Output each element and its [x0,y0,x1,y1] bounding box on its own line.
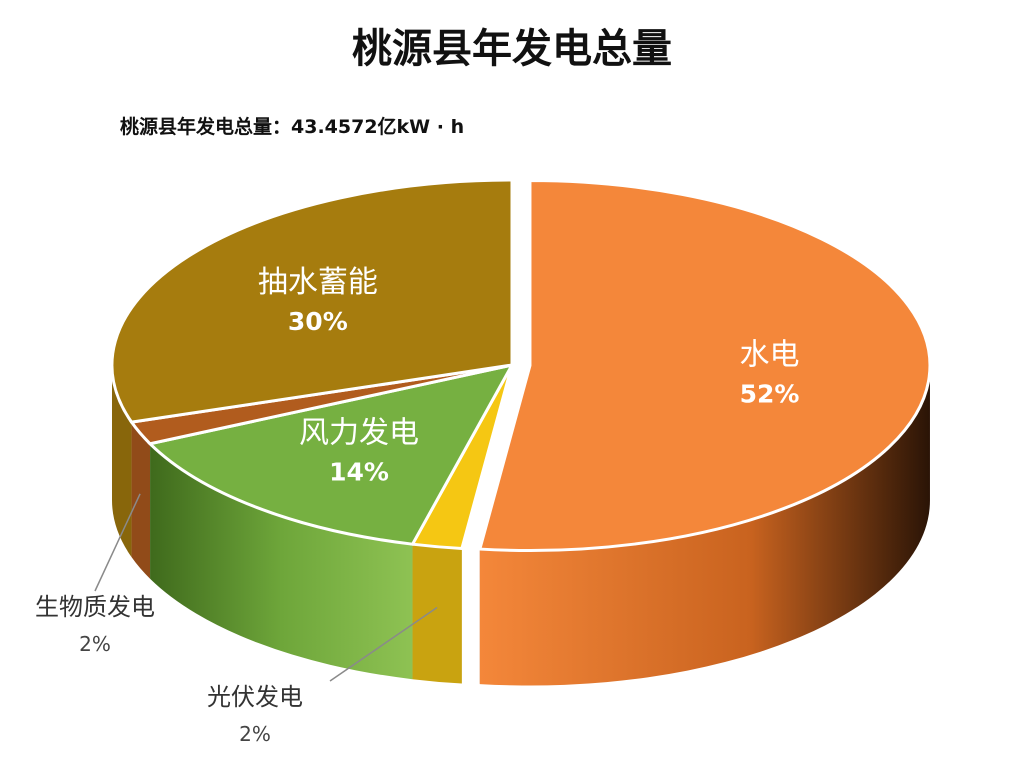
slice-label-3: 生物质发电 [35,593,155,621]
slice-value-3: 2% [79,632,111,656]
slice-side-0-0 [479,365,930,686]
slice-side-2-0 [150,443,413,680]
slice-label-0: 水电 [739,337,799,372]
slice-label-4: 抽水蓄能 [258,265,378,300]
slice-side-3-0 [131,422,151,579]
chart-subtitle: 桃源县年发电总量：43.4572亿kW · h [120,115,464,138]
slice-value-0: 52% [740,379,800,408]
slice-side-1-0 [412,544,462,684]
leader-line-1 [329,606,438,682]
slice-side-4-0 [112,365,132,558]
pie-slice-0 [477,179,932,553]
chart-title: 桃源县年发电总量 [352,25,672,72]
slice-value-2: 14% [329,458,389,487]
slice-value-1: 2% [239,722,271,746]
pie-slice-2 [147,362,515,546]
slice-label-1: 光伏发电 [207,683,303,711]
slice-label-2: 风力发电 [299,416,419,451]
pie-slice-4 [110,178,514,424]
leader-line-3 [94,493,141,592]
slice-value-4: 30% [288,307,348,336]
